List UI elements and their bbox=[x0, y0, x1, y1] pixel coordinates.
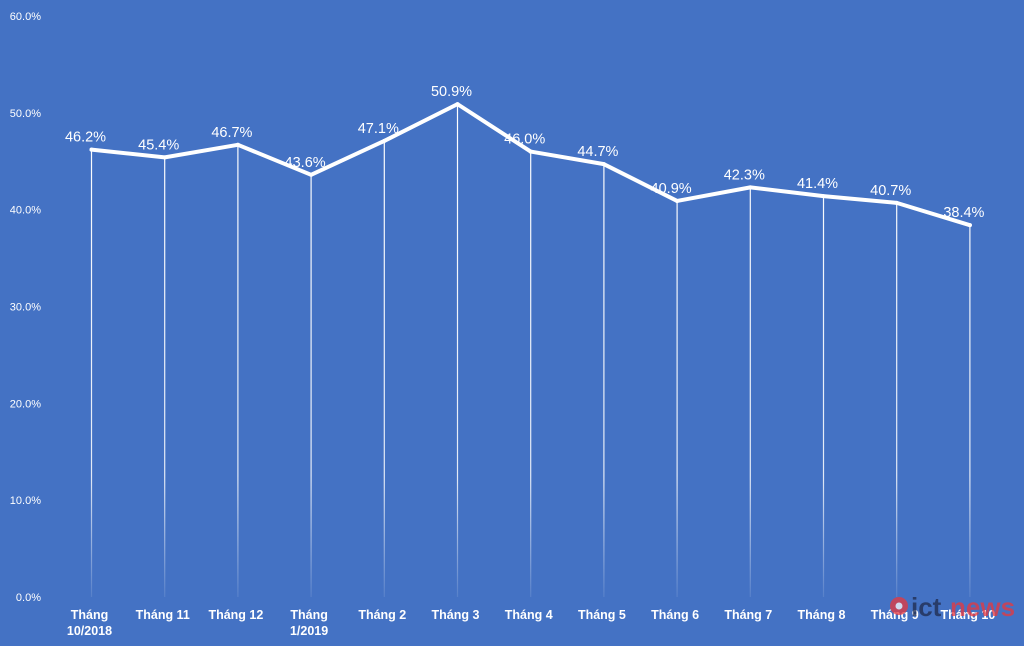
data-label: 45.4% bbox=[138, 137, 179, 153]
x-tick-label: Tháng 10/2018 bbox=[67, 608, 112, 638]
data-point bbox=[455, 102, 460, 107]
data-label: 47.1% bbox=[358, 121, 399, 137]
ictnews-watermark: ict news bbox=[890, 592, 1015, 622]
data-label: 50.9% bbox=[431, 84, 472, 100]
y-tick-label: 60.0% bbox=[10, 11, 41, 23]
logo-text-accent: news bbox=[950, 592, 1015, 622]
data-label: 40.9% bbox=[651, 181, 692, 197]
x-tick-label: Tháng 1/2019 bbox=[290, 608, 328, 638]
x-tick-label: Tháng 2 bbox=[358, 608, 406, 622]
data-point bbox=[528, 149, 533, 154]
x-tick-label: Tháng 5 bbox=[578, 608, 626, 622]
x-tick-label: Tháng 8 bbox=[798, 608, 846, 622]
y-tick-label: 10.0% bbox=[10, 495, 41, 507]
x-tick-label: Tháng 12 bbox=[208, 608, 263, 622]
data-label: 42.3% bbox=[724, 167, 765, 183]
data-point bbox=[309, 172, 314, 177]
y-axis-ticks: 0.0% 10.0% 20.0% 30.0% 40.0% 50.0% 60.0% bbox=[10, 11, 41, 604]
data-label: 38.4% bbox=[943, 205, 984, 221]
data-point bbox=[675, 198, 680, 203]
data-label: 46.0% bbox=[504, 132, 545, 148]
y-tick-label: 30.0% bbox=[10, 302, 41, 314]
data-point bbox=[89, 147, 94, 152]
data-label: 40.7% bbox=[870, 183, 911, 199]
x-tick-label: Tháng 7 bbox=[724, 608, 772, 622]
x-tick-label: Tháng 9 bbox=[871, 608, 919, 622]
y-tick-label: 20.0% bbox=[10, 398, 41, 410]
data-label: 44.7% bbox=[577, 144, 618, 160]
y-tick-label: 40.0% bbox=[10, 205, 41, 217]
y-tick-label: 50.0% bbox=[10, 108, 41, 120]
x-tick-label: Tháng 6 bbox=[651, 608, 699, 622]
data-label: 41.4% bbox=[797, 176, 838, 192]
data-point bbox=[382, 138, 387, 143]
data-label: 43.6% bbox=[285, 155, 326, 171]
logo-icon-center bbox=[895, 602, 903, 610]
data-label: 46.2% bbox=[65, 130, 106, 146]
x-tick-label: Tháng 10 bbox=[940, 608, 995, 622]
x-tick-label: Tháng 11 bbox=[136, 608, 190, 622]
data-label: 46.7% bbox=[211, 125, 252, 141]
data-point bbox=[748, 185, 753, 190]
data-labels: 46.2% 45.4% 46.7% 43.6% 47.1% 50.9% 46.0% 44.7%… bbox=[65, 84, 985, 228]
x-tick-label: Tháng 3 bbox=[432, 608, 480, 622]
data-point bbox=[894, 200, 899, 205]
x-tick-label: Tháng 4 bbox=[505, 608, 553, 622]
data-point bbox=[601, 162, 606, 167]
drop-lines bbox=[90, 104, 971, 597]
x-axis-ticks: Tháng 10/2018 Tháng 11 Tháng 12 Tháng 1/2019 T… bbox=[67, 608, 995, 638]
data-point bbox=[162, 155, 167, 160]
data-point bbox=[235, 142, 240, 147]
y-tick-label: 0.0% bbox=[16, 592, 41, 604]
logo-text-main: ict bbox=[911, 592, 942, 622]
data-point bbox=[967, 223, 972, 228]
data-point bbox=[821, 194, 826, 199]
